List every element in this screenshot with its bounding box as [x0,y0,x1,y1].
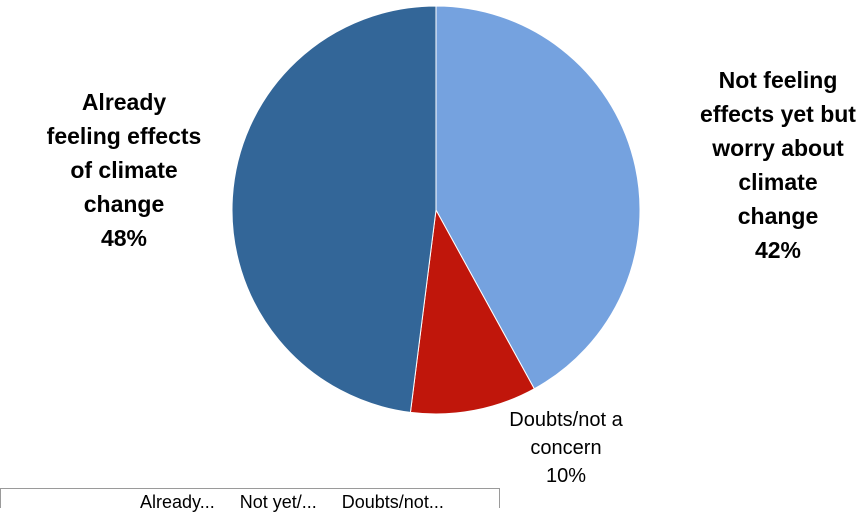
data-label-line: 48% [101,225,147,251]
data-label-line: Not feeling [719,67,838,93]
data-label-line: change [84,191,165,217]
data-label-line: 42% [755,237,801,263]
data-label-line: Already [82,89,167,115]
data-label-line: concern [530,437,601,459]
slice-already-feeling [231,5,437,413]
pie-slices [231,5,641,415]
label-not-feeling-yet: Not feeling effects yet but worry about cli… [700,67,856,263]
legend-entries: Already... Not yet/... Doubts/not... [140,492,464,513]
legend-entry-not-yet: Not yet/... [239,492,317,512]
slice-not-feeling-yet [435,5,641,390]
slice-doubts [409,208,535,415]
pie-data-labels: Not feeling effects yet but worry about cli… [47,67,857,487]
legend-entry-doubts: Doubts/not... [341,492,444,512]
legend-entry-already: Already... [140,492,215,512]
data-label-line: change [738,203,819,229]
data-label-line: feeling effects [47,123,202,149]
label-doubts: Doubts/not a concern 10% [509,409,623,487]
data-label-line: climate [738,169,817,195]
data-label-line: effects yet but [700,101,856,127]
data-label-line: worry about [711,135,844,161]
data-label-line: of climate [70,157,177,183]
data-label-line: 10% [546,465,586,487]
data-label-line: Doubts/not a [509,409,623,431]
pie-chart: Not feeling effects yet but worry about cli… [47,5,857,487]
label-already-feeling: Already feeling effects of climate change 48… [47,89,202,251]
